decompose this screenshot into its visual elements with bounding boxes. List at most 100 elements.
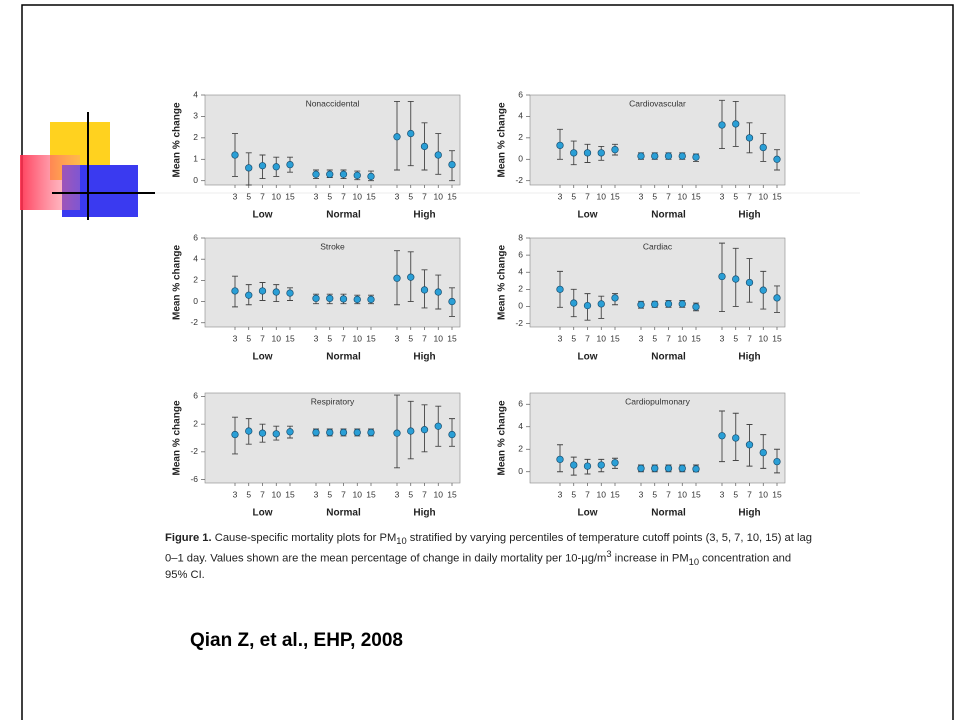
x-tick-label: 3 <box>639 489 644 499</box>
x-tick-label: 3 <box>314 333 319 343</box>
y-tick-label: -6 <box>190 474 198 484</box>
y-tick-label: 2 <box>193 418 198 428</box>
point <box>393 133 401 141</box>
x-tick-label: 7 <box>747 489 752 499</box>
group-label: Low <box>578 352 598 363</box>
x-tick-label: 15 <box>772 191 782 201</box>
y-axis-label: Mean % change <box>497 245 508 320</box>
x-tick-label: 10 <box>353 191 363 201</box>
point <box>651 300 659 308</box>
figure-caption: Figure 1. Cause-specific mortality plots… <box>165 532 815 582</box>
panel-title: Respiratory <box>311 396 355 406</box>
x-tick-label: 3 <box>720 191 725 201</box>
x-tick-label: 7 <box>585 489 590 499</box>
point <box>272 430 280 438</box>
y-tick-label: 2 <box>193 275 198 285</box>
point <box>637 152 645 160</box>
x-tick-label: 10 <box>353 333 363 343</box>
point <box>732 275 740 283</box>
point <box>353 428 361 437</box>
x-tick-label: 5 <box>733 333 738 343</box>
deco-red <box>20 155 80 210</box>
x-tick-label: 10 <box>272 191 282 201</box>
figure: Nonaccidental Mean % change 0 1 2 3 4 Low Normal… <box>172 89 786 519</box>
y-tick-label: 6 <box>518 89 523 99</box>
x-tick-label: 5 <box>246 489 251 499</box>
x-tick-label: 5 <box>571 333 576 343</box>
x-tick-label: 15 <box>610 489 620 499</box>
x-tick-label: 7 <box>260 191 265 201</box>
point <box>611 145 619 154</box>
plot-area <box>529 94 786 186</box>
x-tick-label: 10 <box>434 489 444 499</box>
point <box>420 142 429 151</box>
x-tick-label: 15 <box>285 191 295 201</box>
point <box>420 426 429 434</box>
point <box>583 149 592 157</box>
x-tick-label: 15 <box>447 191 457 201</box>
y-tick-label: -2 <box>190 446 198 456</box>
point <box>570 299 578 307</box>
point <box>312 428 320 437</box>
caption-text: increase in PM <box>611 552 689 565</box>
point <box>434 151 442 159</box>
point <box>245 291 253 299</box>
x-tick-label: 15 <box>366 333 376 343</box>
point <box>597 300 605 308</box>
point <box>312 294 320 303</box>
point <box>637 464 645 473</box>
point <box>745 134 754 142</box>
point <box>448 297 456 306</box>
group-label: High <box>413 352 435 363</box>
y-tick-label: 4 <box>193 253 198 263</box>
point <box>773 155 781 163</box>
group-label: Normal <box>651 508 686 519</box>
group-label: Normal <box>326 508 361 519</box>
x-tick-label: 3 <box>233 489 238 499</box>
y-tick-label: 4 <box>518 266 523 276</box>
point <box>407 273 415 281</box>
point <box>732 434 740 442</box>
point <box>637 301 645 309</box>
caption-text: stratified by varying percentiles of tem… <box>165 532 812 565</box>
x-tick-label: 10 <box>597 191 607 201</box>
panel-title: Stroke <box>320 241 345 251</box>
caption-sub: 10 <box>688 557 700 568</box>
point <box>759 448 767 457</box>
y-tick-label: 1 <box>193 154 198 164</box>
group-label: High <box>738 210 760 221</box>
plot-area <box>529 237 786 328</box>
x-tick-label: 15 <box>366 191 376 201</box>
point <box>651 464 659 473</box>
x-tick-label: 3 <box>720 489 725 499</box>
x-tick-label: 5 <box>246 333 251 343</box>
caption-text: Cause-specific mortality plots for PM <box>211 532 397 544</box>
point <box>718 432 726 440</box>
point <box>420 286 429 294</box>
point <box>678 464 686 473</box>
group-label: Normal <box>651 352 686 363</box>
plot-area <box>204 237 461 328</box>
x-tick-label: 15 <box>447 333 457 343</box>
y-tick-label: 2 <box>193 132 198 142</box>
caption-label: Figure 1. <box>165 532 212 544</box>
y-tick-label: 0 <box>518 154 523 164</box>
y-tick-label: 6 <box>193 232 198 242</box>
slide-frame <box>21 4 954 720</box>
group-label: Low <box>253 210 273 221</box>
x-tick-label: 15 <box>366 489 376 499</box>
point <box>732 120 740 128</box>
x-tick-label: 3 <box>558 333 563 343</box>
point <box>773 294 781 302</box>
x-tick-label: 7 <box>422 191 427 201</box>
point <box>773 457 781 466</box>
y-tick-label: 6 <box>518 249 523 259</box>
x-tick-label: 10 <box>759 333 769 343</box>
point <box>692 465 700 473</box>
y-axis-label: Mean % change <box>497 102 508 177</box>
x-tick-label: 7 <box>260 489 265 499</box>
point <box>745 441 754 449</box>
point <box>718 121 726 129</box>
